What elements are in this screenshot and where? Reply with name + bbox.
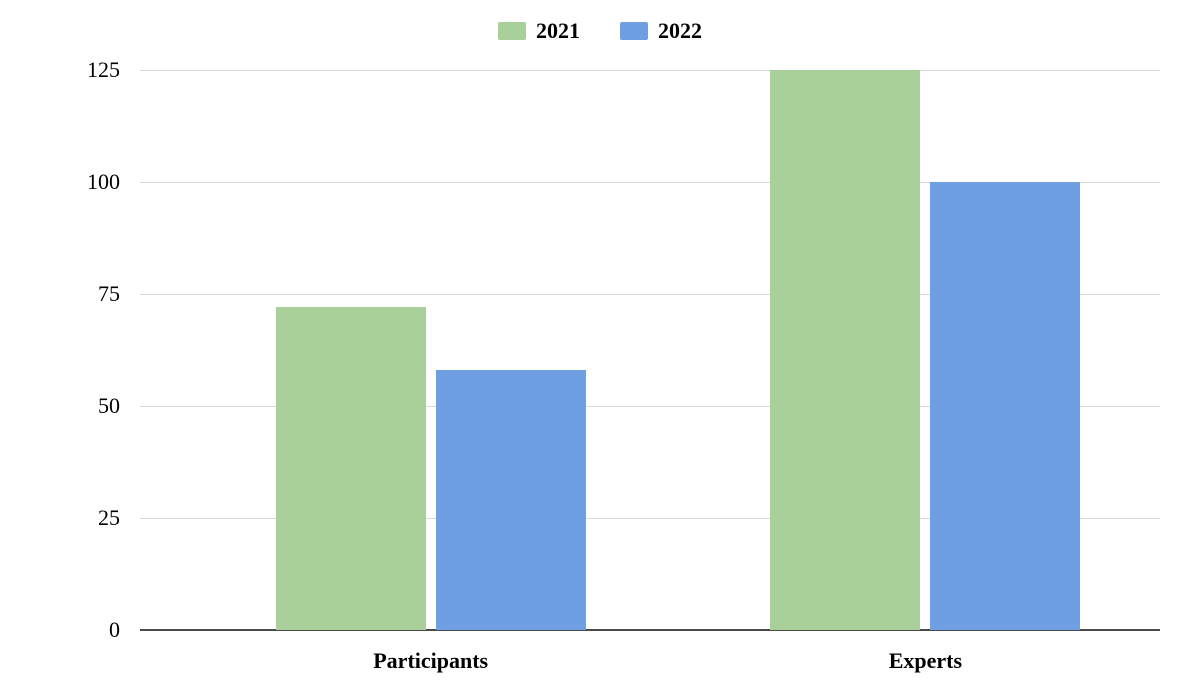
legend-label: 2021 [536, 18, 580, 44]
bar [276, 307, 426, 630]
gridline [140, 70, 1160, 71]
x-category-label: Participants [373, 648, 488, 674]
legend-item: 2021 [498, 18, 580, 44]
bar [770, 70, 920, 630]
legend-swatch [498, 22, 526, 40]
y-tick-label: 100 [40, 169, 120, 195]
y-tick-label: 25 [40, 505, 120, 531]
y-tick-label: 125 [40, 57, 120, 83]
legend-item: 2022 [620, 18, 702, 44]
legend: 2021 2022 [0, 18, 1200, 44]
bar [930, 182, 1080, 630]
y-tick-label: 0 [40, 617, 120, 643]
y-tick-label: 50 [40, 393, 120, 419]
legend-swatch [620, 22, 648, 40]
plot-area: 0255075100125ParticipantsExperts [140, 70, 1160, 630]
y-tick-label: 75 [40, 281, 120, 307]
x-category-label: Experts [889, 648, 962, 674]
bar-chart: 20212022 0255075100125ParticipantsExpert… [0, 0, 1200, 700]
legend-label: 2022 [658, 18, 702, 44]
bar [436, 370, 586, 630]
